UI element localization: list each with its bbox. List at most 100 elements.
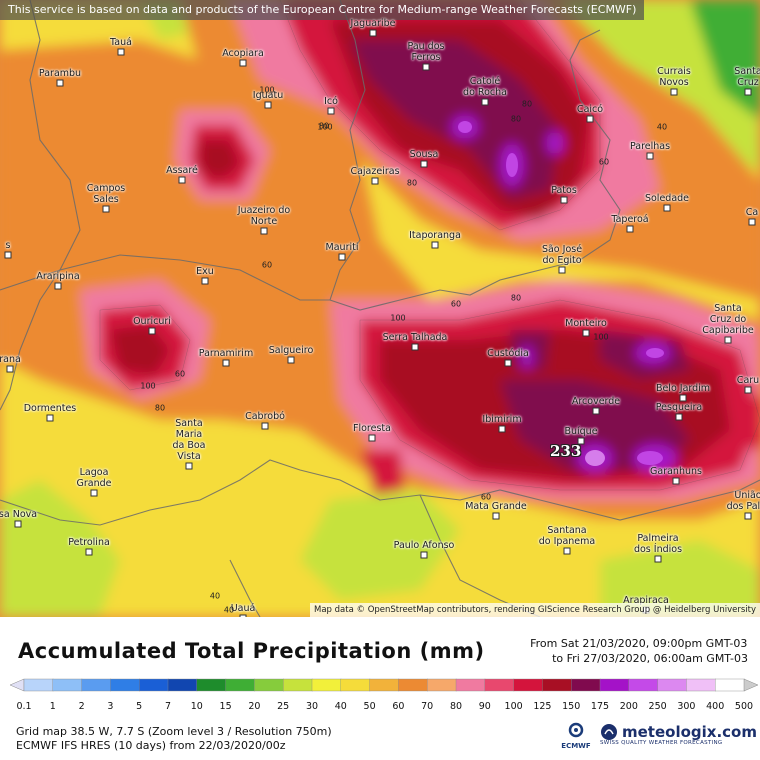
city-marker — [646, 152, 654, 160]
scale-swatch — [599, 678, 630, 692]
contour-label: 40 — [209, 591, 221, 601]
scale-swatch — [628, 678, 659, 692]
max-value-label: 233 — [550, 442, 582, 460]
city-marker — [744, 386, 752, 394]
city-label: Petrolina — [68, 537, 110, 548]
city-label: rana — [0, 354, 21, 365]
meteologix-tagline: SWISS QUALITY WEATHER FORECASTING — [600, 740, 723, 746]
city-marker — [371, 177, 379, 185]
contour-label: 60 — [174, 369, 186, 379]
city-label: Paulo Afonso — [393, 540, 455, 551]
ecmwf-logo-label: ECMWF — [561, 742, 591, 750]
city-label: Araripina — [36, 271, 80, 282]
precipitation-field — [0, 0, 760, 617]
color-scale — [9, 678, 759, 692]
city-marker — [14, 520, 22, 528]
city-marker — [90, 489, 98, 497]
meteologix-logo[interactable]: meteologix.com SWISS QUALITY WEATHER FOR… — [600, 723, 757, 746]
scale-tick-label: 125 — [533, 701, 552, 712]
city-label: Serra Talhada — [382, 332, 448, 343]
city-marker — [420, 551, 428, 559]
city-marker — [577, 437, 585, 445]
scale-tick-label: 0.1 — [16, 701, 32, 712]
city-label: Sousa — [409, 149, 439, 160]
scale-swatch — [455, 678, 486, 692]
time-range-to: to Fri 27/03/2020, 06:00am GMT-03 — [552, 652, 748, 665]
city-marker — [369, 29, 377, 37]
city-marker — [498, 425, 506, 433]
city-label: Mata Grande — [465, 501, 527, 512]
city-marker — [6, 365, 14, 373]
contour-label: 100 — [593, 332, 609, 342]
city-marker — [148, 327, 156, 335]
city-marker — [264, 101, 272, 109]
model-info: ECMWF IFS HRES (10 days) from 22/03/2020… — [16, 739, 286, 752]
city-label: Soledade — [644, 193, 690, 204]
city-label: Ca — [745, 207, 759, 218]
scale-swatch — [571, 678, 601, 692]
contour-label: 80 — [510, 114, 522, 124]
scale-tick-label: 10 — [190, 701, 203, 712]
scale-swatch — [513, 678, 544, 692]
city-label: Parelhas — [629, 141, 671, 152]
scale-tick-label: 3 — [107, 701, 114, 712]
city-label: Pau dos Ferros — [407, 41, 445, 63]
scale-tick-label: 20 — [248, 701, 261, 712]
city-label: Iguatu — [252, 90, 284, 101]
city-label: Dormentes — [23, 403, 77, 414]
scale-swatch — [283, 678, 313, 692]
city-label: Taperoá — [611, 214, 649, 225]
precipitation-map[interactable]: This service is based on data and produc… — [0, 0, 760, 617]
city-marker — [422, 63, 430, 71]
city-label: Tauá — [110, 37, 132, 48]
city-label: Icó — [324, 96, 338, 107]
map-attribution[interactable]: Map data © OpenStreetMap contributors, r… — [310, 603, 760, 617]
city-label: Santa Cruz — [734, 66, 760, 88]
scale-arrow-right — [743, 678, 759, 692]
scale-swatch — [254, 678, 284, 692]
city-marker — [748, 218, 756, 226]
city-label: Lagoa Grande — [76, 467, 112, 489]
scale-tick-label: 15 — [219, 701, 232, 712]
scale-swatch — [23, 678, 54, 692]
scale-tick-label: 250 — [648, 701, 667, 712]
city-marker — [663, 204, 671, 212]
city-label: Arcoverde — [571, 396, 621, 407]
scale-tick-label: 5 — [136, 701, 143, 712]
contour-label: 60 — [480, 492, 492, 502]
scale-swatch — [398, 678, 428, 692]
city-label: Assaré — [166, 165, 198, 176]
scale-swatch — [686, 678, 716, 692]
contour-label: 80 — [406, 178, 418, 188]
city-label: Campos Sales — [86, 183, 126, 205]
grid-info: Grid map 38.5 W, 7.7 S (Zoom level 3 / R… — [16, 725, 332, 738]
city-marker — [586, 115, 594, 123]
city-marker — [85, 548, 93, 556]
scale-swatch — [196, 678, 227, 692]
city-marker — [260, 227, 268, 235]
contour-label: 100 — [390, 313, 406, 323]
city-label: Santana do Ipanema — [538, 525, 596, 547]
city-marker — [102, 205, 110, 213]
contour-label: 80 — [510, 293, 522, 303]
scale-swatch — [167, 678, 198, 692]
city-label: Patos — [551, 185, 577, 196]
contour-label: 40 — [223, 605, 235, 615]
city-marker — [327, 107, 335, 115]
city-marker — [239, 614, 247, 617]
city-label: Ouricuri — [133, 316, 171, 327]
contour-label: 80 — [521, 99, 533, 109]
city-marker — [4, 251, 12, 259]
city-marker — [261, 422, 269, 430]
scale-tick-label: 2 — [78, 701, 85, 712]
city-label: Exu — [196, 266, 214, 277]
city-marker — [582, 329, 590, 337]
ecmwf-notice: This service is based on data and produc… — [0, 0, 645, 20]
city-marker — [744, 88, 752, 96]
scale-tick-label: 200 — [619, 701, 638, 712]
scale-swatch — [311, 678, 342, 692]
city-label: Caru — [736, 375, 760, 386]
city-marker — [626, 225, 634, 233]
time-range-from: From Sat 21/03/2020, 09:00pm GMT-03 — [530, 637, 748, 650]
ecmwf-logo[interactable]: ECMWF — [561, 722, 591, 750]
